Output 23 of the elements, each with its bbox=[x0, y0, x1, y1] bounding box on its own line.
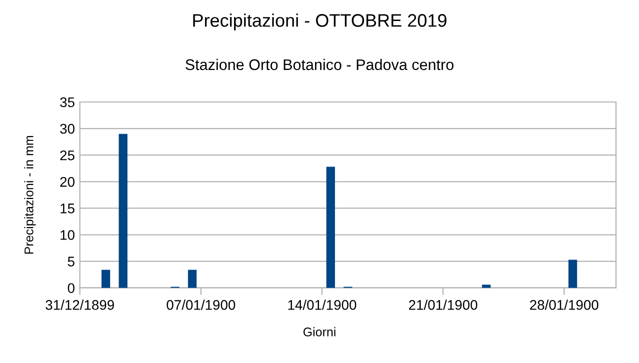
x-tick-label: 07/01/1900 bbox=[166, 300, 236, 310]
y-tick-label: 0 bbox=[68, 283, 74, 294]
bar bbox=[482, 284, 491, 288]
bar bbox=[326, 166, 335, 288]
y-axis-title: Precipitazioni - in mm bbox=[24, 136, 36, 254]
x-tick-label: 28/01/1900 bbox=[530, 300, 598, 310]
y-tick-label: 20 bbox=[60, 176, 74, 187]
chart-subtitle: Stazione Orto Botanico - Padova centro bbox=[186, 58, 454, 70]
bar bbox=[118, 134, 128, 288]
y-tick-label: 35 bbox=[60, 97, 74, 108]
y-tick-label: 30 bbox=[60, 124, 74, 134]
y-tick-label: 15 bbox=[60, 204, 74, 214]
bar bbox=[101, 270, 110, 288]
x-tick-label: 31/12/1899 bbox=[46, 300, 114, 310]
x-tick-label: 14/01/1900 bbox=[288, 300, 356, 310]
x-tick-label: 21/01/1900 bbox=[409, 300, 478, 310]
x-axis-title: Giorni bbox=[303, 327, 336, 336]
y-tick-label: 5 bbox=[68, 256, 74, 266]
bar bbox=[188, 270, 197, 288]
y-tick-label: 25 bbox=[60, 150, 74, 160]
bar bbox=[568, 260, 578, 288]
chart-title: Precipitazioni - OTTOBRE 2019 bbox=[193, 14, 446, 30]
y-tick-label: 10 bbox=[60, 230, 74, 240]
